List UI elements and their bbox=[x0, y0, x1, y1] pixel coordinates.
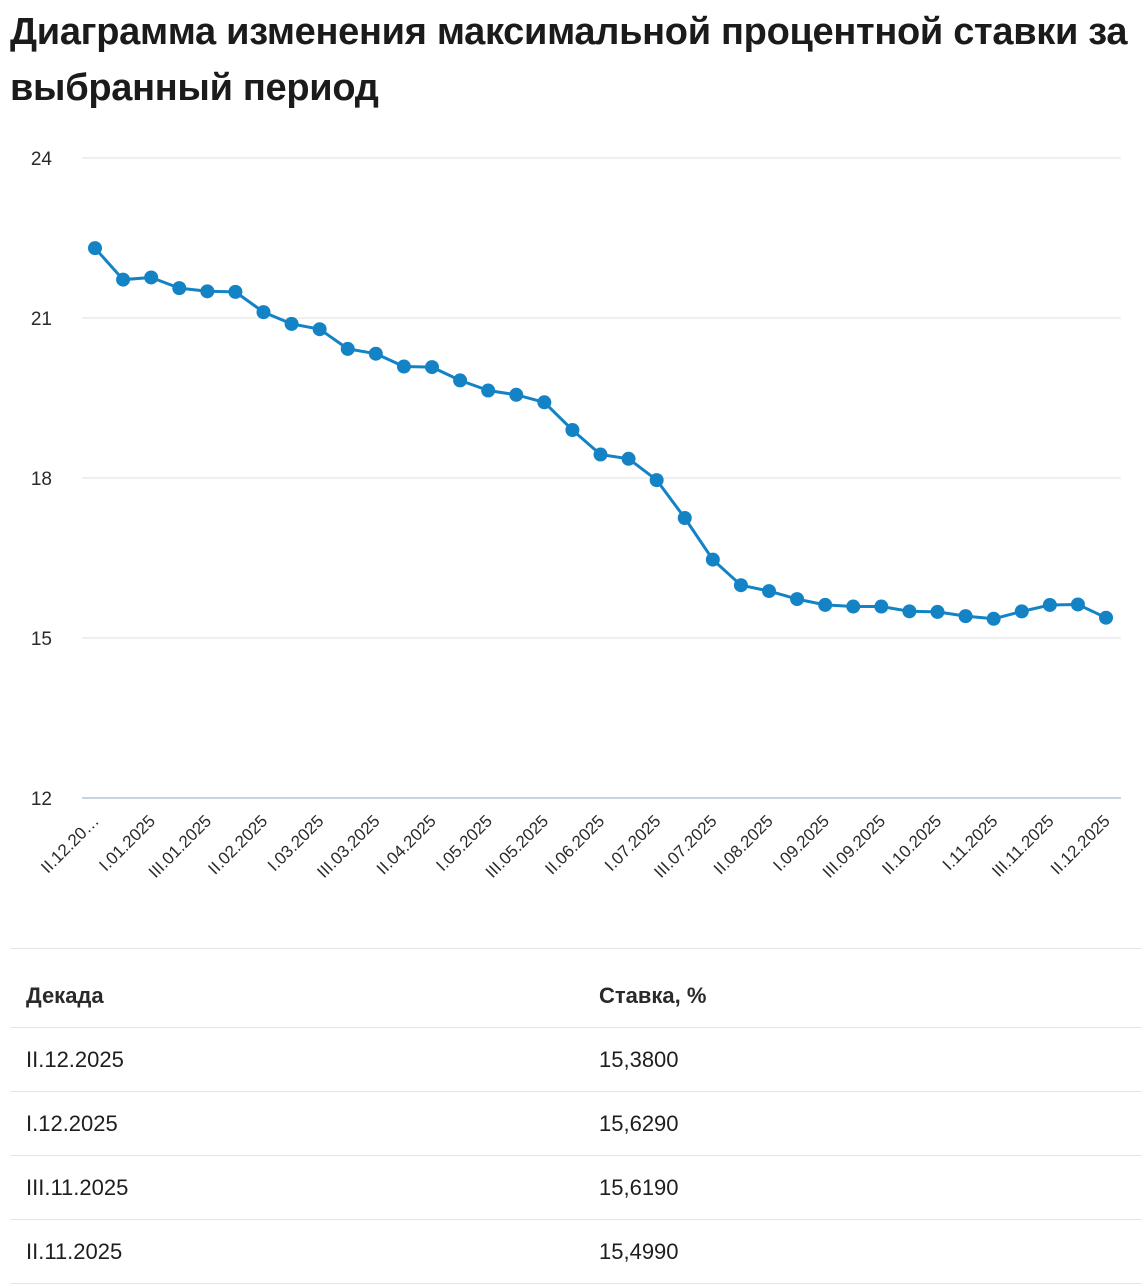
x-tick-label: III.11.2025 bbox=[988, 811, 1057, 880]
data-point bbox=[396, 359, 411, 374]
chart-title: Диаграмма изменения максимальной процент… bbox=[10, 11, 1128, 109]
x-tick-label: II.12.2025 bbox=[1047, 811, 1114, 878]
cell-decade: II.12.2025 bbox=[10, 1027, 583, 1092]
table-row: II.11.2025 15,4990 bbox=[10, 1219, 1142, 1284]
data-point bbox=[902, 604, 917, 619]
data-point bbox=[1070, 597, 1085, 612]
data-point bbox=[790, 592, 805, 607]
data-point bbox=[677, 511, 692, 525]
series-line bbox=[93, 247, 1107, 621]
data-point bbox=[565, 423, 580, 437]
data-point bbox=[256, 305, 271, 320]
data-point bbox=[340, 341, 355, 356]
y-tick-label: 12 bbox=[31, 789, 52, 810]
table-row: I.12.2025 15,6290 bbox=[10, 1091, 1142, 1156]
cell-rate: 15,6290 bbox=[583, 1091, 1142, 1156]
data-point bbox=[228, 284, 243, 299]
data-point bbox=[425, 360, 439, 375]
data-point bbox=[144, 270, 159, 285]
rates-table: Декада Ставка, % II.12.2025 15,3800 I.12… bbox=[10, 964, 1142, 1284]
y-tick-label: 21 bbox=[31, 309, 52, 330]
data-point bbox=[368, 346, 383, 361]
table-row: III.11.2025 15,6190 bbox=[10, 1155, 1142, 1220]
cell-rate: 15,6190 bbox=[583, 1155, 1142, 1220]
data-points bbox=[88, 241, 1113, 626]
data-point bbox=[1042, 597, 1057, 612]
x-tick-label: II.04.2025 bbox=[373, 811, 440, 878]
x-tick-label: II.10.2025 bbox=[878, 811, 945, 878]
table-header-row: Декада Ставка, % bbox=[10, 964, 1142, 1028]
data-point bbox=[733, 578, 748, 593]
y-tick-label: 24 bbox=[31, 149, 53, 170]
data-point bbox=[88, 241, 102, 256]
y-tick-label: 18 bbox=[31, 469, 52, 490]
data-point bbox=[762, 584, 776, 599]
data-point bbox=[621, 451, 636, 466]
x-tick-label: II.08.2025 bbox=[710, 811, 777, 878]
data-point bbox=[874, 599, 889, 614]
line-chart: 12 15 18 21 24 II.12.20…I.01.2025III.01.2025… bbox=[31, 149, 1121, 882]
cell-decade: I.12.2025 bbox=[10, 1091, 583, 1156]
data-point bbox=[846, 599, 861, 614]
data-point bbox=[649, 473, 664, 488]
data-point bbox=[930, 604, 945, 619]
data-point bbox=[509, 387, 524, 402]
data-point bbox=[284, 316, 299, 331]
x-tick-label: II.06.2025 bbox=[541, 811, 608, 878]
data-point bbox=[818, 597, 833, 612]
cell-rate: 15,4990 bbox=[583, 1219, 1142, 1284]
x-axis-ticks: II.12.20…I.01.2025III.01.2025II.02.2025I… bbox=[37, 811, 1114, 881]
data-point bbox=[593, 447, 608, 462]
data-point bbox=[1014, 604, 1029, 619]
data-point bbox=[481, 383, 496, 398]
y-axis-ticks: 12 15 18 21 24 bbox=[31, 149, 53, 810]
gridlines bbox=[82, 157, 1121, 799]
data-point bbox=[200, 284, 215, 299]
table-row: II.12.2025 15,3800 bbox=[10, 1027, 1142, 1092]
cell-rate: 15,3800 bbox=[583, 1027, 1142, 1092]
data-point bbox=[537, 395, 552, 410]
y-tick-label: 15 bbox=[31, 629, 52, 650]
data-point bbox=[1099, 610, 1113, 625]
section-divider bbox=[10, 948, 1142, 949]
data-point bbox=[116, 272, 131, 287]
data-point bbox=[958, 609, 973, 624]
x-tick-label: II.12.20… bbox=[37, 811, 103, 877]
data-point bbox=[986, 611, 1001, 626]
data-point bbox=[453, 373, 468, 388]
x-tick-label: II.02.2025 bbox=[204, 811, 271, 878]
column-header-decade: Декада bbox=[10, 964, 583, 1028]
column-header-rate: Ставка, % bbox=[583, 964, 1142, 1028]
cell-decade: II.11.2025 bbox=[10, 1219, 583, 1284]
cell-decade: III.11.2025 bbox=[10, 1155, 583, 1220]
data-point bbox=[312, 322, 327, 337]
data-point bbox=[705, 552, 720, 567]
data-point bbox=[172, 281, 187, 296]
